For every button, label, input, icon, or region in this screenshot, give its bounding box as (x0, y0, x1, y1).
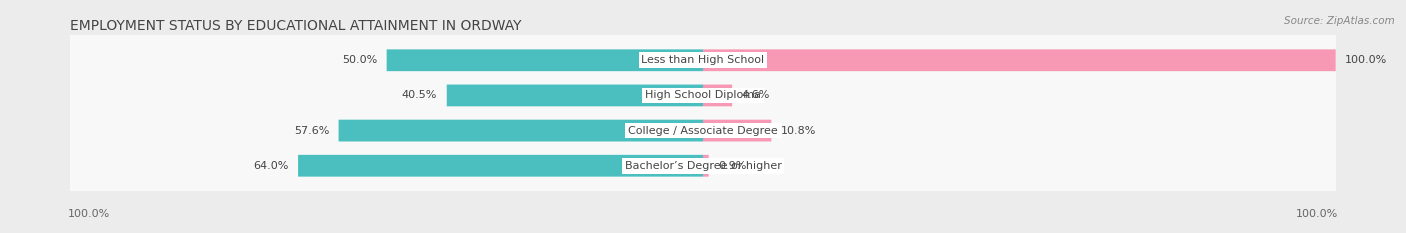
Text: High School Diploma: High School Diploma (645, 90, 761, 100)
Text: 50.0%: 50.0% (342, 55, 377, 65)
Text: Less than High School: Less than High School (641, 55, 765, 65)
FancyBboxPatch shape (67, 66, 1339, 125)
Text: 4.6%: 4.6% (741, 90, 770, 100)
Text: 64.0%: 64.0% (253, 161, 288, 171)
Text: College / Associate Degree: College / Associate Degree (628, 126, 778, 136)
Text: EMPLOYMENT STATUS BY EDUCATIONAL ATTAINMENT IN ORDWAY: EMPLOYMENT STATUS BY EDUCATIONAL ATTAINM… (70, 19, 522, 33)
FancyBboxPatch shape (387, 49, 703, 71)
FancyBboxPatch shape (67, 67, 1339, 124)
FancyBboxPatch shape (67, 137, 1339, 194)
FancyBboxPatch shape (703, 120, 772, 141)
Text: 100.0%: 100.0% (1346, 55, 1388, 65)
Text: 100.0%: 100.0% (67, 209, 110, 219)
FancyBboxPatch shape (67, 101, 1339, 160)
Text: 10.8%: 10.8% (780, 126, 817, 136)
Text: 40.5%: 40.5% (402, 90, 437, 100)
Text: 100.0%: 100.0% (1296, 209, 1339, 219)
FancyBboxPatch shape (298, 155, 703, 177)
FancyBboxPatch shape (703, 155, 709, 177)
Text: 0.9%: 0.9% (718, 161, 747, 171)
Text: Bachelor’s Degree or higher: Bachelor’s Degree or higher (624, 161, 782, 171)
FancyBboxPatch shape (703, 49, 1336, 71)
FancyBboxPatch shape (67, 31, 1339, 89)
FancyBboxPatch shape (67, 32, 1339, 89)
FancyBboxPatch shape (447, 85, 703, 106)
Text: Source: ZipAtlas.com: Source: ZipAtlas.com (1284, 16, 1395, 26)
Text: 57.6%: 57.6% (294, 126, 329, 136)
FancyBboxPatch shape (339, 120, 703, 141)
FancyBboxPatch shape (703, 85, 733, 106)
FancyBboxPatch shape (67, 102, 1339, 159)
FancyBboxPatch shape (67, 137, 1339, 195)
